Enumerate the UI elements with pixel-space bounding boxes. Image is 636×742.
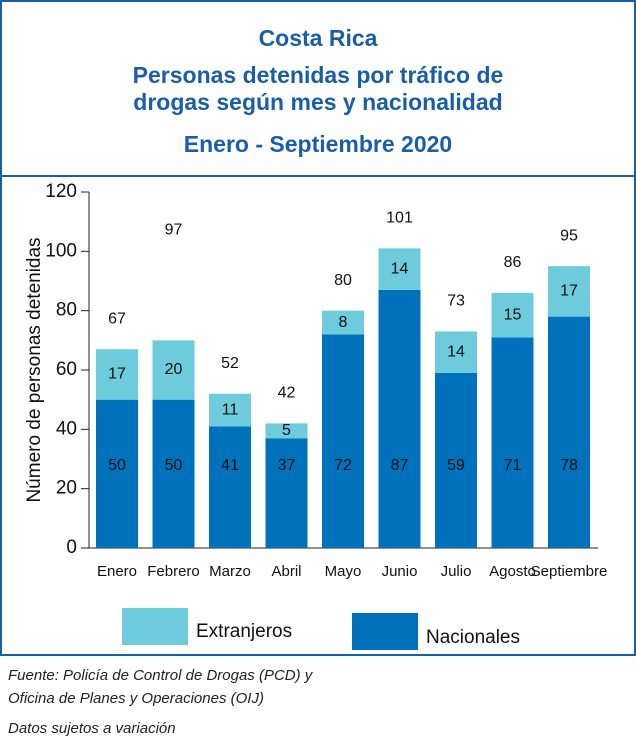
x-tick-label: Febrero [147, 563, 200, 580]
x-tick-label: Marzo [209, 563, 251, 580]
total-label: 86 [504, 254, 522, 271]
chart-subtitle: Personas detenidas por tráfico de [133, 62, 504, 88]
total-label: 80 [334, 272, 352, 289]
y-tick-label: 0 [66, 537, 77, 558]
source: Oficina de Planes y Operaciones (OIJ) [8, 690, 264, 707]
data-label: 20 [165, 361, 183, 378]
y-tick-label: 80 [56, 300, 77, 321]
bar-segment [265, 438, 308, 548]
x-tick-label: Septiembre [531, 563, 608, 580]
source: Fuente: Policía de Control de Drogas (PC… [8, 667, 314, 684]
data-label: 8 [339, 314, 348, 331]
data-label: 87 [391, 457, 409, 474]
bar-segment [96, 349, 138, 400]
x-tick-label: Julio [441, 563, 472, 580]
x-tick-label: Enero [97, 563, 137, 580]
bar-segment [322, 310, 364, 335]
total-label: 73 [447, 293, 465, 310]
data-label: 50 [108, 457, 126, 474]
data-label: 14 [391, 260, 409, 277]
bar-segment [491, 337, 534, 548]
legend-label: Nacionales [426, 627, 520, 648]
legend-swatch [122, 608, 188, 645]
data-label: 37 [278, 457, 296, 474]
total-label: 67 [108, 310, 126, 327]
data-label: 15 [504, 306, 522, 323]
x-tick-label: Abril [271, 563, 301, 580]
total-label: 97 [165, 221, 183, 238]
x-tick-label: Junio [382, 563, 418, 580]
data-label: 5 [282, 422, 291, 439]
y-tick-label: 100 [45, 240, 77, 261]
data-label: 78 [560, 457, 578, 474]
frame [0, 0, 636, 656]
data-label: 11 [222, 401, 239, 418]
x-tick-label: Agosto [489, 563, 536, 580]
bar-segment [152, 340, 195, 400]
legend-label: Extranjeros [196, 621, 292, 642]
bar-segment [435, 331, 477, 373]
bar-segment [548, 266, 590, 317]
bar-segment [209, 426, 251, 548]
bar-segment [265, 423, 308, 439]
bar-segment [152, 399, 195, 548]
total-label: 42 [278, 385, 296, 402]
bar-segment [435, 372, 477, 548]
total-label: 95 [560, 227, 578, 244]
bar-segment [548, 316, 590, 548]
bar-segment [491, 292, 534, 338]
chart-period: Enero - Septiembre 2020 [184, 131, 452, 157]
y-tick-label: 60 [56, 359, 77, 380]
data-label: 71 [504, 457, 522, 474]
data-label: 17 [560, 283, 578, 300]
chart-subtitle: drogas según mes y nacionalidad [133, 89, 502, 115]
data-label: 59 [447, 457, 465, 474]
total-label: 101 [386, 210, 413, 227]
note: Datos sujetos a variación [8, 720, 176, 737]
data-label: 72 [334, 457, 352, 474]
bar-segment [96, 399, 138, 548]
total-label: 52 [221, 355, 239, 372]
legend-swatch [352, 613, 418, 650]
x-tick-label: Mayo [325, 563, 362, 580]
data-label: 14 [447, 343, 465, 360]
chart-title: Costa Rica [259, 25, 378, 51]
bar-segment [378, 289, 421, 548]
y-tick-label: 120 [45, 181, 77, 202]
bar-segment [322, 334, 364, 548]
y-axis-label: Número de personas detenidas [24, 237, 45, 502]
y-tick-label: 40 [56, 418, 77, 439]
y-tick-label: 20 [56, 478, 77, 499]
data-label: 17 [108, 366, 126, 383]
bar-segment [209, 393, 251, 427]
bar-segment [378, 248, 421, 290]
data-label: 50 [165, 457, 183, 474]
data-label: 41 [221, 457, 239, 474]
